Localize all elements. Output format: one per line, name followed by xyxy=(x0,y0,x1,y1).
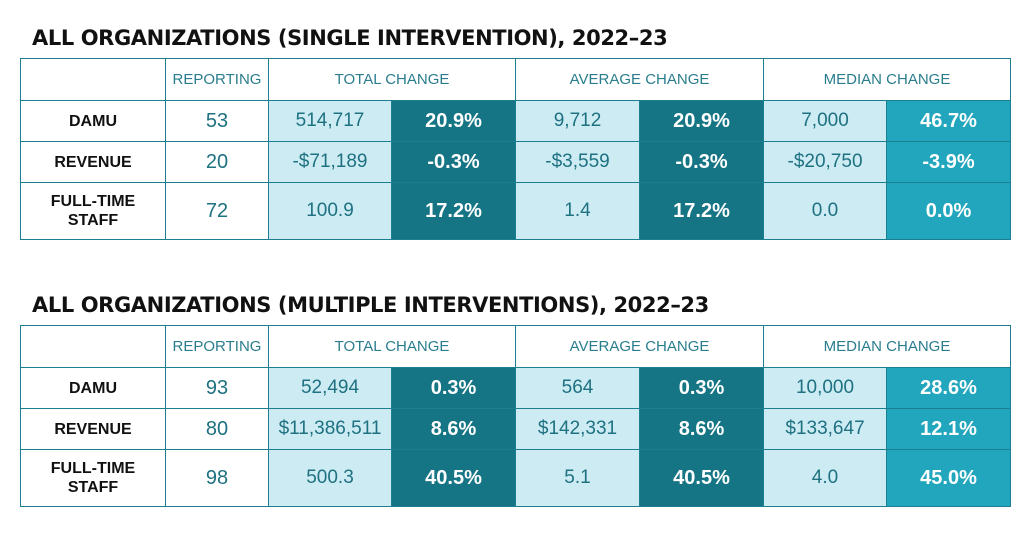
header-total-change: TOTAL CHANGE xyxy=(268,325,516,368)
reporting-cell: 98 xyxy=(165,449,269,507)
average-pct-cell: 8.6% xyxy=(638,408,765,450)
row-label-line1: FULL-TIME xyxy=(50,193,136,210)
average-pct-cell: -0.3% xyxy=(638,141,765,183)
multiple-interventions-section: ALL ORGANIZATIONS (MULTIPLE INTERVENTION… xyxy=(20,287,1012,507)
row-label: REVENUE xyxy=(20,141,166,183)
average-value-cell: 564 xyxy=(515,367,640,409)
total-value-cell: 100.9 xyxy=(268,182,392,240)
single-intervention-section: ALL ORGANIZATIONS (SINGLE INTERVENTION),… xyxy=(20,20,1012,240)
row-label-line2: STAFF xyxy=(67,212,119,229)
median-value-cell: $133,647 xyxy=(763,408,888,450)
median-pct-cell: -3.9% xyxy=(886,141,1012,183)
header-average-change: AVERAGE CHANGE xyxy=(514,58,765,101)
total-value-cell: 52,494 xyxy=(268,367,392,409)
header-reporting: REPORTING xyxy=(165,58,269,101)
table-row: REVENUE 80 $11,386,511 8.6% $142,331 8.6… xyxy=(20,408,1012,450)
table-row: FULL-TIME STAFF 72 100.9 17.2% 1.4 17.2%… xyxy=(20,182,1012,240)
reporting-cell: 80 xyxy=(165,408,269,450)
total-value-cell: $11,386,511 xyxy=(268,408,392,450)
header-median-change: MEDIAN CHANGE xyxy=(763,58,1012,101)
header-reporting: REPORTING xyxy=(165,325,269,368)
median-pct-cell: 46.7% xyxy=(886,100,1012,142)
table-header-row: REPORTING TOTAL CHANGE AVERAGE CHANGE ME… xyxy=(20,325,1012,368)
average-value-cell: $142,331 xyxy=(515,408,640,450)
header-blank xyxy=(20,325,166,368)
average-value-cell: -$3,559 xyxy=(515,141,640,183)
header-average-change: AVERAGE CHANGE xyxy=(514,325,765,368)
row-label: REVENUE xyxy=(20,408,166,450)
table-title: ALL ORGANIZATIONS (MULTIPLE INTERVENTION… xyxy=(32,293,709,317)
average-value-cell: 9,712 xyxy=(515,100,640,142)
average-value-cell: 1.4 xyxy=(515,182,640,240)
header-total-change: TOTAL CHANGE xyxy=(268,58,516,101)
total-pct-cell: 40.5% xyxy=(391,449,516,507)
table-row: DAMU 93 52,494 0.3% 564 0.3% 10,000 28.6… xyxy=(20,367,1012,409)
table-row: REVENUE 20 -$71,189 -0.3% -$3,559 -0.3% … xyxy=(20,141,1012,183)
row-label-line1: FULL-TIME xyxy=(50,460,136,477)
total-pct-cell: 0.3% xyxy=(391,367,516,409)
table-row: DAMU 53 514,717 20.9% 9,712 20.9% 7,000 … xyxy=(20,100,1012,142)
median-value-cell: 4.0 xyxy=(763,449,888,507)
median-pct-cell: 0.0% xyxy=(886,182,1012,240)
reporting-cell: 20 xyxy=(165,141,269,183)
average-pct-cell: 17.2% xyxy=(638,182,765,240)
total-value-cell: 514,717 xyxy=(268,100,392,142)
multiple-interventions-table: REPORTING TOTAL CHANGE AVERAGE CHANGE ME… xyxy=(20,325,1012,507)
median-value-cell: -$20,750 xyxy=(763,141,888,183)
table-title: ALL ORGANIZATIONS (SINGLE INTERVENTION),… xyxy=(32,26,668,50)
total-pct-cell: -0.3% xyxy=(391,141,516,183)
row-label: DAMU xyxy=(20,367,166,409)
row-label-line2: STAFF xyxy=(67,479,119,496)
header-blank xyxy=(20,58,166,101)
row-label: FULL-TIME STAFF xyxy=(20,182,166,240)
median-value-cell: 0.0 xyxy=(763,182,888,240)
reporting-cell: 72 xyxy=(165,182,269,240)
median-value-cell: 7,000 xyxy=(763,100,888,142)
total-pct-cell: 17.2% xyxy=(391,182,516,240)
table-row: FULL-TIME STAFF 98 500.3 40.5% 5.1 40.5%… xyxy=(20,449,1012,507)
total-pct-cell: 8.6% xyxy=(391,408,516,450)
row-label: FULL-TIME STAFF xyxy=(20,449,166,507)
median-pct-cell: 12.1% xyxy=(886,408,1012,450)
median-value-cell: 10,000 xyxy=(763,367,888,409)
single-intervention-table: REPORTING TOTAL CHANGE AVERAGE CHANGE ME… xyxy=(20,58,1012,240)
average-pct-cell: 40.5% xyxy=(638,449,765,507)
average-pct-cell: 20.9% xyxy=(638,100,765,142)
median-pct-cell: 45.0% xyxy=(886,449,1012,507)
total-value-cell: 500.3 xyxy=(268,449,392,507)
header-median-change: MEDIAN CHANGE xyxy=(763,325,1012,368)
reporting-cell: 53 xyxy=(165,100,269,142)
average-value-cell: 5.1 xyxy=(515,449,640,507)
total-value-cell: -$71,189 xyxy=(268,141,392,183)
reporting-cell: 93 xyxy=(165,367,269,409)
row-label: DAMU xyxy=(20,100,166,142)
table-header-row: REPORTING TOTAL CHANGE AVERAGE CHANGE ME… xyxy=(20,58,1012,101)
average-pct-cell: 0.3% xyxy=(638,367,765,409)
median-pct-cell: 28.6% xyxy=(886,367,1012,409)
total-pct-cell: 20.9% xyxy=(391,100,516,142)
